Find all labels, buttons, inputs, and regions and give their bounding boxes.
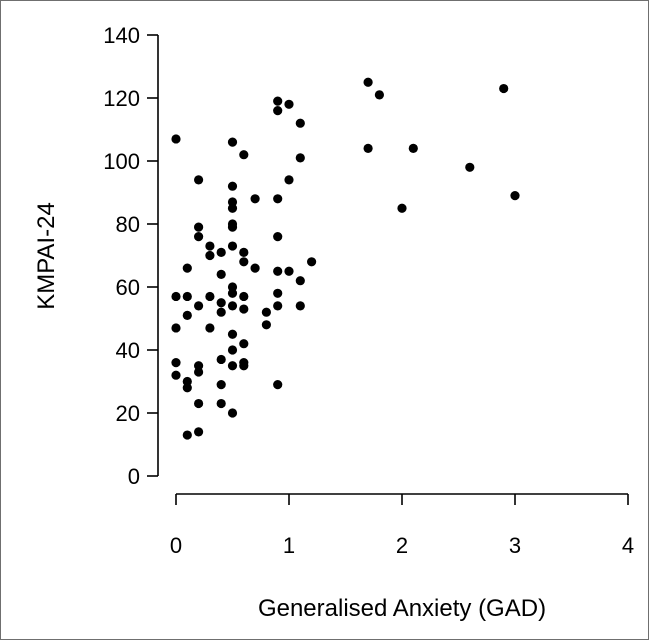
data-point bbox=[227, 203, 238, 213]
data-point bbox=[227, 181, 238, 191]
data-point bbox=[273, 232, 283, 242]
data-point bbox=[194, 301, 204, 311]
data-point bbox=[363, 77, 373, 87]
data-point bbox=[194, 232, 204, 242]
data-point bbox=[227, 345, 238, 355]
data-point bbox=[194, 361, 204, 371]
data-point bbox=[171, 358, 181, 368]
data-point bbox=[171, 370, 181, 380]
data-point bbox=[216, 298, 226, 308]
data-point bbox=[273, 288, 283, 298]
data-point bbox=[273, 106, 283, 116]
data-point bbox=[239, 361, 249, 371]
data-point bbox=[227, 301, 238, 311]
data-point bbox=[171, 323, 181, 333]
data-point bbox=[227, 288, 238, 298]
data-point bbox=[273, 194, 283, 204]
data-point bbox=[261, 320, 271, 330]
data-point bbox=[239, 304, 249, 314]
y-tick-label: 140 bbox=[103, 23, 140, 48]
data-point bbox=[194, 175, 204, 185]
data-point bbox=[397, 203, 407, 213]
y-tick-label: 0 bbox=[128, 464, 140, 489]
data-point bbox=[510, 191, 520, 201]
data-point bbox=[205, 250, 215, 261]
data-point bbox=[194, 222, 204, 232]
data-point bbox=[307, 257, 317, 267]
data-point bbox=[182, 430, 192, 440]
x-tick-label: 1 bbox=[283, 533, 295, 558]
data-point bbox=[227, 408, 238, 418]
data-point bbox=[239, 150, 249, 160]
x-axis-label: Generalised Anxiety (GAD) bbox=[258, 595, 546, 622]
data-point bbox=[216, 398, 226, 409]
data-point bbox=[284, 266, 294, 276]
data-point bbox=[239, 339, 249, 349]
data-point bbox=[205, 291, 215, 302]
data-point bbox=[216, 354, 226, 365]
y-tick-label: 40 bbox=[116, 338, 140, 363]
x-tick-label: 3 bbox=[509, 533, 521, 558]
data-point bbox=[250, 263, 260, 273]
data-point bbox=[284, 175, 294, 185]
data-point bbox=[182, 291, 192, 302]
data-point bbox=[363, 143, 373, 153]
data-point bbox=[250, 194, 260, 204]
data-point bbox=[182, 383, 192, 393]
data-point bbox=[273, 301, 283, 311]
x-tick-label: 2 bbox=[396, 533, 408, 558]
data-point bbox=[182, 310, 192, 320]
x-tick-label: 0 bbox=[170, 533, 182, 558]
data-point bbox=[273, 380, 283, 390]
axes: 0 20 40 60 80 100 120 140 0 1 2 3 4 bbox=[103, 23, 634, 558]
data-point bbox=[171, 134, 181, 144]
y-tick-label: 100 bbox=[103, 149, 140, 174]
data-point bbox=[194, 367, 204, 377]
y-tick-label: 20 bbox=[116, 401, 140, 426]
data-point bbox=[227, 137, 238, 147]
data-point bbox=[239, 291, 249, 302]
data-point bbox=[227, 222, 238, 232]
data-point bbox=[239, 257, 249, 267]
data-point bbox=[216, 380, 226, 390]
data-point bbox=[295, 276, 305, 286]
data-point bbox=[216, 307, 226, 317]
data-point bbox=[273, 266, 283, 276]
data-point bbox=[499, 83, 509, 94]
data-point bbox=[194, 398, 204, 409]
data-point bbox=[227, 241, 238, 251]
data-point bbox=[227, 282, 238, 292]
data-point bbox=[182, 376, 192, 387]
data-point bbox=[239, 247, 249, 257]
data-point bbox=[216, 269, 226, 279]
data-point bbox=[182, 263, 192, 273]
data-points bbox=[171, 77, 520, 440]
data-point bbox=[171, 291, 181, 302]
data-point bbox=[227, 329, 238, 339]
data-point bbox=[261, 307, 271, 317]
data-point bbox=[374, 90, 384, 100]
data-point bbox=[408, 143, 418, 153]
y-tick-label: 120 bbox=[103, 86, 140, 111]
data-point bbox=[194, 427, 204, 437]
data-point bbox=[205, 241, 215, 251]
data-point bbox=[273, 96, 283, 106]
data-point bbox=[216, 247, 226, 257]
y-tick-label: 60 bbox=[116, 275, 140, 300]
x-tick-label: 4 bbox=[622, 533, 634, 558]
data-point bbox=[227, 197, 238, 207]
y-axis-label: KMPAI-24 bbox=[33, 202, 60, 310]
data-point bbox=[465, 162, 475, 172]
data-point bbox=[227, 361, 238, 371]
y-tick-label: 80 bbox=[116, 212, 140, 237]
data-point bbox=[284, 99, 294, 109]
data-point bbox=[295, 301, 305, 311]
data-point bbox=[295, 153, 305, 163]
data-point bbox=[295, 118, 305, 128]
data-point bbox=[205, 323, 215, 333]
